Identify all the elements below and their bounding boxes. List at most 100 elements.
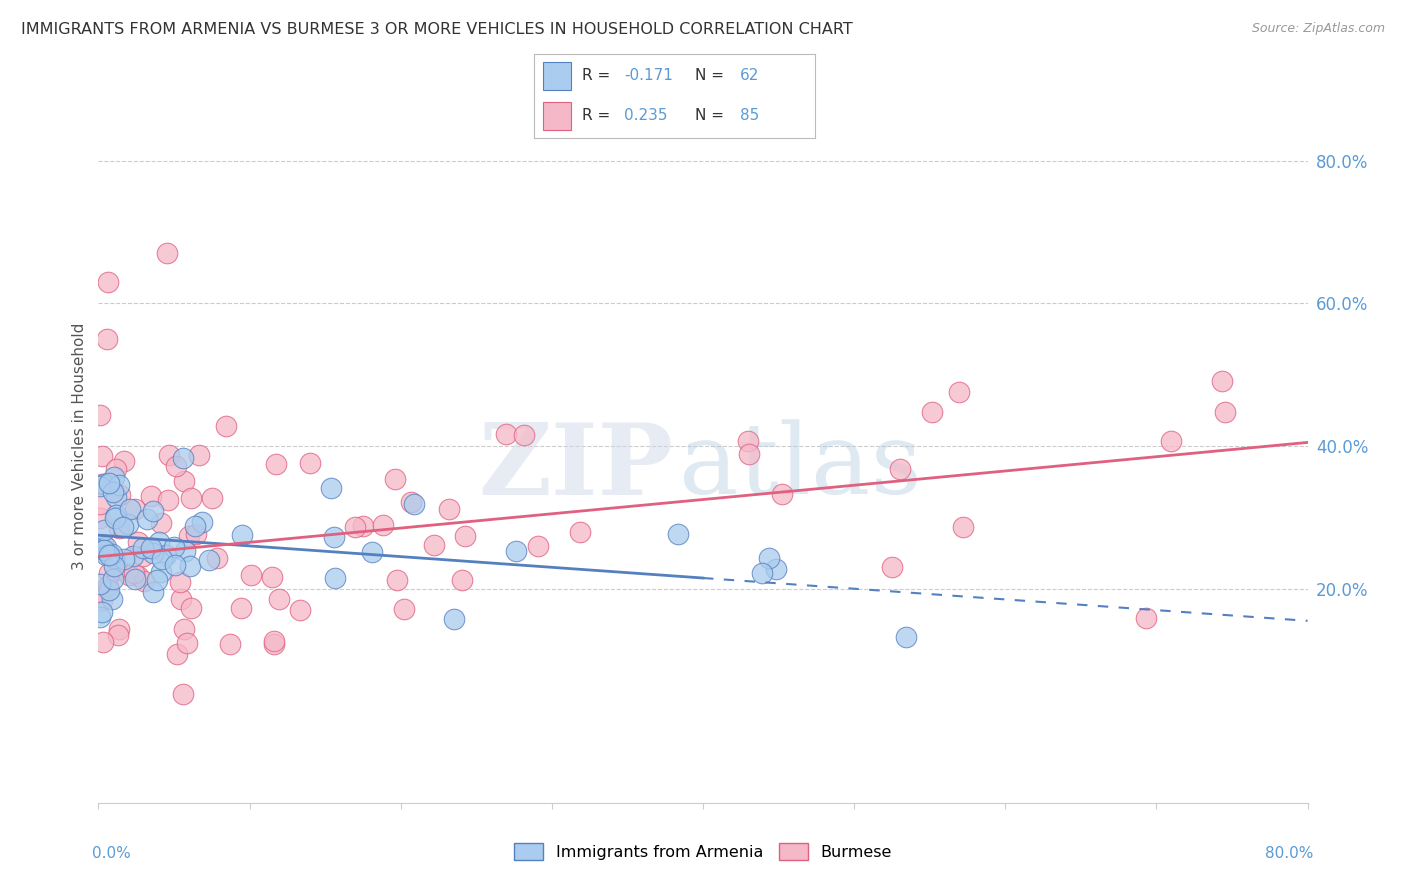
Text: Source: ZipAtlas.com: Source: ZipAtlas.com <box>1251 22 1385 36</box>
Point <box>89 583 111 598</box>
Point <box>101 485 124 500</box>
Point <box>443 612 465 626</box>
Point <box>150 566 173 580</box>
Point <box>758 551 780 566</box>
Point <box>139 541 162 555</box>
Text: ZIP: ZIP <box>478 419 672 516</box>
Point <box>135 511 157 525</box>
Point <box>172 688 194 702</box>
Point <box>142 546 165 560</box>
Point <box>103 550 125 565</box>
Point <box>112 520 135 534</box>
Text: 0.0%: 0.0% <box>93 846 131 861</box>
Text: IMMIGRANTS FROM ARMENIA VS BURMESE 3 OR MORE VEHICLES IN HOUSEHOLD CORRELATION C: IMMIGRANTS FROM ARMENIA VS BURMESE 3 OR … <box>21 22 853 37</box>
Y-axis label: 3 or more Vehicles in Household: 3 or more Vehicles in Household <box>72 322 87 570</box>
Point <box>373 518 395 533</box>
Point <box>231 601 253 615</box>
Point <box>91 476 114 491</box>
Point <box>319 481 342 495</box>
Point <box>97 566 120 581</box>
Point <box>104 490 127 504</box>
Point <box>263 637 285 651</box>
Text: 0.235: 0.235 <box>624 108 668 123</box>
FancyBboxPatch shape <box>543 62 571 90</box>
Point <box>142 504 165 518</box>
Point <box>163 558 186 572</box>
Point <box>169 574 191 589</box>
Point <box>108 622 131 636</box>
Point <box>103 469 125 483</box>
Point <box>89 479 111 493</box>
Point <box>124 566 146 580</box>
Point <box>952 520 974 534</box>
Point <box>89 409 111 423</box>
Point <box>263 634 285 648</box>
Point <box>101 547 124 561</box>
Point <box>214 419 236 434</box>
Point <box>146 573 169 587</box>
Point <box>1160 434 1182 448</box>
Point <box>101 573 124 587</box>
Point <box>93 476 115 491</box>
Point <box>105 563 128 577</box>
Point <box>118 502 141 516</box>
Point <box>155 548 177 562</box>
Text: R =: R = <box>582 68 616 83</box>
Point <box>150 552 173 566</box>
Point <box>191 515 214 529</box>
Point <box>103 559 125 574</box>
Point <box>112 454 135 468</box>
Point <box>207 550 229 565</box>
Point <box>93 543 115 558</box>
Point <box>89 541 111 555</box>
Point <box>132 541 155 555</box>
Point <box>527 539 550 553</box>
Point <box>104 462 127 476</box>
Point <box>260 570 283 584</box>
Point <box>1211 374 1233 388</box>
Point <box>1135 610 1157 624</box>
Point <box>198 553 221 567</box>
FancyBboxPatch shape <box>543 102 571 130</box>
Point <box>156 246 179 260</box>
Point <box>948 384 970 399</box>
Point <box>118 567 141 582</box>
Point <box>184 519 207 533</box>
Point <box>267 592 290 607</box>
Point <box>288 603 311 617</box>
Point <box>437 502 460 516</box>
Point <box>738 447 761 461</box>
Point <box>173 474 195 488</box>
Point <box>148 534 170 549</box>
Point <box>201 491 224 505</box>
Point <box>89 610 111 624</box>
Point <box>343 520 366 534</box>
Point <box>880 560 903 574</box>
Point <box>96 275 118 289</box>
Point <box>108 477 131 491</box>
Point <box>387 574 409 588</box>
Point <box>889 462 911 476</box>
Point <box>105 508 128 522</box>
Point <box>173 622 195 636</box>
Point <box>264 457 287 471</box>
Point <box>94 540 117 554</box>
Point <box>180 491 202 506</box>
Point <box>96 332 118 346</box>
Point <box>156 493 179 508</box>
Point <box>157 448 180 462</box>
Point <box>163 540 186 554</box>
Point <box>392 601 415 615</box>
Point <box>117 517 139 532</box>
Point <box>165 458 187 473</box>
Point <box>174 544 197 558</box>
Point <box>402 497 425 511</box>
Point <box>187 448 209 462</box>
Point <box>89 576 111 591</box>
Point <box>100 592 122 607</box>
Point <box>666 526 689 541</box>
Point <box>180 600 202 615</box>
Point <box>121 549 143 564</box>
Point <box>104 510 127 524</box>
Point <box>108 520 131 534</box>
